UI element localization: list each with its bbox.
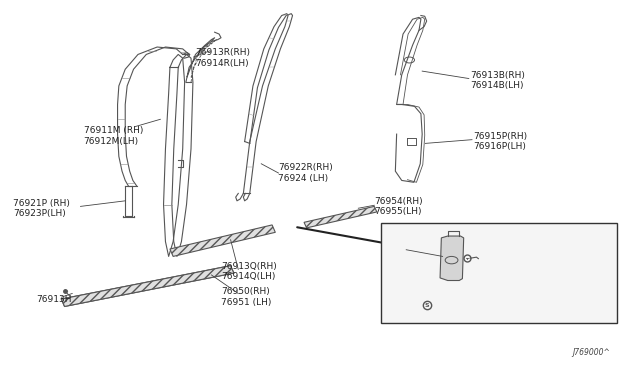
Text: 76911M (RH)
76912M(LH): 76911M (RH) 76912M(LH) — [84, 126, 143, 146]
Text: 76921P (RH)
76923P(LH): 76921P (RH) 76923P(LH) — [13, 199, 70, 218]
Text: 76922R(RH)
76924 (LH): 76922R(RH) 76924 (LH) — [278, 163, 333, 183]
Polygon shape — [61, 266, 234, 307]
Text: J769000^: J769000^ — [573, 348, 611, 357]
Polygon shape — [170, 225, 275, 256]
Text: 76954(RH)
76955(LH): 76954(RH) 76955(LH) — [374, 197, 423, 216]
Text: 76950(RH)
76951 (LH): 76950(RH) 76951 (LH) — [221, 288, 271, 307]
Polygon shape — [304, 206, 377, 228]
Text: 76915P(RH)
76916P(LH): 76915P(RH) 76916P(LH) — [473, 132, 527, 151]
Polygon shape — [61, 266, 234, 307]
Polygon shape — [440, 236, 464, 280]
Text: 76913Q(RH)
76914Q(LH): 76913Q(RH) 76914Q(LH) — [221, 262, 276, 281]
Text: 76913B(RH)
76914B(LH): 76913B(RH) 76914B(LH) — [470, 71, 525, 90]
Text: 76972N (RH)
76973N (LH): 76972N (RH) 76973N (LH) — [381, 241, 439, 260]
Text: 76913R(RH)
76914R(LH): 76913R(RH) 76914R(LH) — [195, 48, 250, 68]
Text: S08543-6162A
  ( 2): S08543-6162A ( 2) — [432, 297, 499, 316]
Text: S: S — [425, 303, 429, 308]
Text: 76913H: 76913H — [36, 295, 71, 304]
FancyBboxPatch shape — [381, 223, 617, 323]
